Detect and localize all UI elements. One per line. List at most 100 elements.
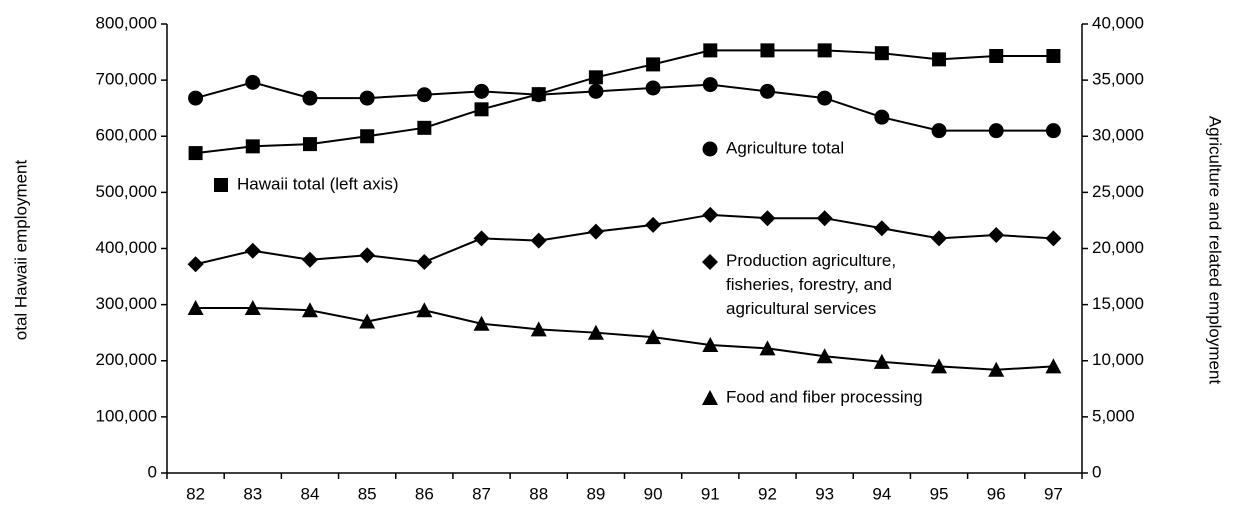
data-point [301, 302, 318, 318]
y2-tick-label: 30,000 [1092, 126, 1144, 145]
legend-marker [702, 141, 718, 157]
x-tick-label: 97 [1044, 484, 1063, 503]
data-point [302, 137, 317, 152]
y-tick-label: 400,000 [96, 238, 157, 257]
data-point [931, 358, 948, 374]
legend-label: Food and fiber processing [726, 387, 923, 406]
data-point [188, 146, 203, 161]
data-point [646, 57, 661, 72]
data-point [702, 77, 718, 93]
data-point [988, 227, 1005, 244]
data-point [817, 90, 833, 106]
data-point [816, 348, 833, 364]
legend-label: Production agriculture, fisheries, forest… [726, 251, 896, 318]
x-tick-label: 87 [472, 484, 491, 503]
x-tick-label: 86 [415, 484, 434, 503]
data-point [301, 251, 318, 268]
x-tick-label: 90 [644, 484, 663, 503]
x-tick-label: 89 [586, 484, 605, 503]
data-point [530, 321, 547, 337]
data-point [873, 220, 890, 237]
x-tick-label: 91 [701, 484, 720, 503]
data-point [359, 313, 376, 329]
data-point [187, 256, 204, 273]
data-point [474, 83, 490, 99]
data-point [473, 315, 490, 331]
data-point [988, 123, 1004, 139]
data-point [244, 242, 261, 259]
x-tick-label: 95 [930, 484, 949, 503]
data-point [245, 139, 260, 154]
x-tick-label: 83 [243, 484, 262, 503]
data-point [988, 361, 1005, 377]
data-point [759, 340, 776, 356]
y2-tick-label: 15,000 [1092, 294, 1144, 313]
data-point [931, 123, 947, 139]
y-tick-label: 800,000 [96, 13, 157, 32]
y2-tick-label: 5,000 [1092, 406, 1135, 425]
x-tick-label: 93 [815, 484, 834, 503]
y2-axis-title: Agriculture and related employment [1206, 116, 1225, 385]
data-point [760, 43, 775, 58]
data-point [245, 74, 261, 90]
data-point [874, 46, 889, 61]
data-point [474, 102, 489, 117]
y-tick-label: 600,000 [96, 126, 157, 145]
data-point [932, 52, 947, 67]
x-tick-label: 94 [872, 484, 891, 503]
data-point [473, 230, 490, 247]
y2-tick-label: 25,000 [1092, 182, 1144, 201]
data-point [645, 329, 662, 345]
data-point [702, 206, 719, 223]
x-tick-label: 92 [758, 484, 777, 503]
data-point [359, 90, 375, 106]
y2-tick-label: 0 [1092, 462, 1101, 481]
data-point [416, 302, 433, 318]
data-point [416, 253, 433, 270]
y2-tick-label: 20,000 [1092, 238, 1144, 257]
y-tick-label: 200,000 [96, 350, 157, 369]
data-point [587, 223, 604, 240]
data-point [816, 210, 833, 227]
data-point [703, 43, 718, 58]
data-point [530, 232, 547, 249]
data-point [817, 43, 832, 58]
data-point [588, 70, 603, 85]
data-point [187, 299, 204, 315]
data-point [759, 83, 775, 99]
data-point [989, 48, 1004, 63]
y2-tick-label: 40,000 [1092, 13, 1144, 32]
data-point [588, 83, 604, 99]
y-tick-label: 100,000 [96, 406, 157, 425]
x-tick-label: 84 [301, 484, 320, 503]
y2-tick-label: 35,000 [1092, 70, 1144, 89]
data-point [244, 299, 261, 315]
data-point [359, 247, 376, 264]
data-point [702, 337, 719, 353]
x-tick-label: 88 [529, 484, 548, 503]
legend-marker [702, 390, 718, 405]
legend-marker [214, 178, 228, 192]
data-point [417, 120, 432, 135]
data-point [873, 353, 890, 369]
series-line [195, 306, 1054, 371]
data-point [360, 129, 375, 144]
data-point [416, 87, 432, 103]
y-tick-label: 700,000 [96, 70, 157, 89]
y2-tick-label: 10,000 [1092, 350, 1144, 369]
legend-label: Hawaii total (left axis) [237, 174, 399, 193]
y-tick-label: 0 [148, 462, 157, 481]
data-point [1045, 358, 1062, 374]
y-tick-label: 500,000 [96, 182, 157, 201]
y-tick-label: 300,000 [96, 294, 157, 313]
data-point [302, 90, 318, 106]
data-point [587, 324, 604, 340]
legend-label: Agriculture total [726, 138, 844, 157]
data-point [645, 216, 662, 233]
y-axis-title: otal Hawaii employment [11, 159, 30, 340]
data-point [931, 230, 948, 247]
series-line [195, 213, 1054, 266]
data-point [759, 210, 776, 227]
data-point [1046, 48, 1061, 63]
